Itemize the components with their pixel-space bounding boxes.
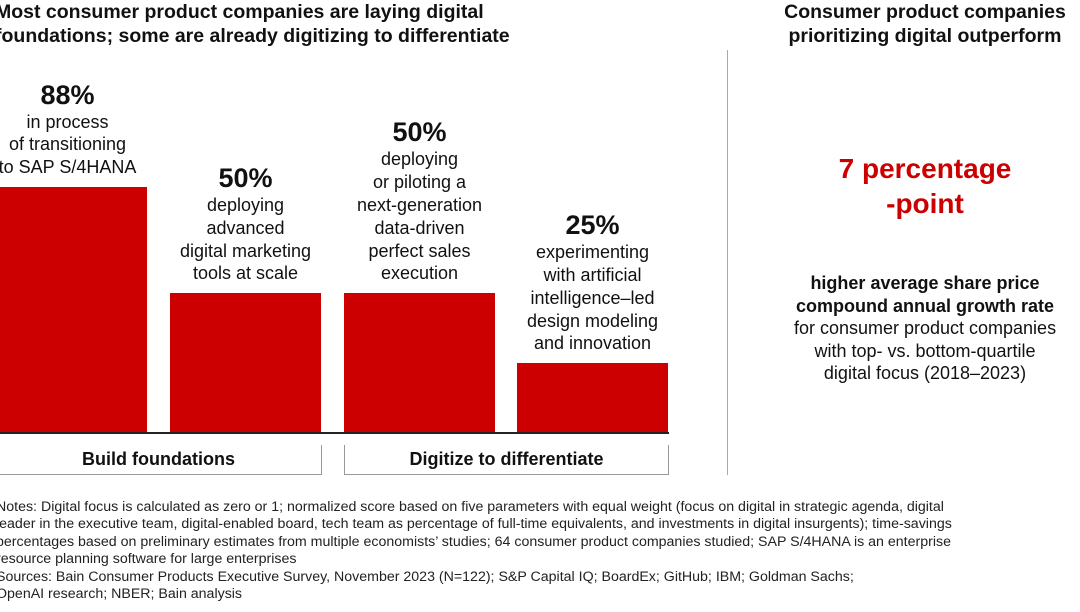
divider [727,50,728,475]
bar-label: 50% deploying advanced digital marketing too… [151,162,341,285]
category-label: to SAP S/4HANA [0,157,137,178]
category-label: deploying [206,195,285,216]
category-label: in process [26,111,109,132]
category-label: perfect sales [368,240,471,261]
highlight-line: 7 percentage [838,153,1012,184]
category-label: deploying [380,149,459,170]
notes-line: percentages based on preliminary estimat… [0,533,951,550]
baseline [0,432,669,434]
sources-line: Sources: Bain Consumer Products Executiv… [0,568,854,585]
category-label: design modeling [526,310,659,331]
highlight-caption: higher average share price compound annu… [765,272,1080,385]
right-title: Consumer product companies prioritizing … [765,0,1080,48]
caption-line: digital focus (2018–2023) [823,363,1027,383]
category-label: and innovation [533,333,652,354]
value-label: 50% [392,117,447,148]
value-label: 88% [40,79,95,110]
category-label: experimenting [535,242,650,263]
bar [0,187,147,433]
bar-label: 50% deploying or piloting a next-generation… [325,116,515,285]
value-label: 50% [218,163,273,194]
caption-bold-line: higher average share price [810,273,1040,293]
bar [170,293,321,433]
sources-line: OpenAI research; NBER; Bain analysis [0,586,243,603]
category-label: intelligence–led [530,287,655,308]
left-title-line: Most consumer product companies are layi… [0,1,484,23]
bar [344,293,495,433]
right-title-line: prioritizing digital outperform [788,25,1062,47]
left-title: Most consumer product companies are layi… [0,0,510,48]
category-label: with artificial [543,264,642,285]
category-label: digital marketing [179,240,312,261]
notes-line: leader in the executive team, digital-en… [0,516,952,533]
left-title-line: foundations; some are already digitizing… [0,25,510,47]
right-title-line: Consumer product companies [784,1,1066,23]
category-label: execution [380,263,459,284]
category-label: tools at scale [192,263,299,284]
notes-line: Notes: Digital focus is calculated as ze… [0,499,944,515]
category-label: data-driven [374,217,465,238]
bar-label: 88% in process of transitioning to SAP S/4H… [0,79,163,179]
bar [517,363,668,433]
caption-line: for consumer product companies [793,318,1057,338]
category-label: of transitioning [8,134,127,155]
bar-label: 25% experimenting with artificial intellige… [498,209,688,355]
category-label: next-generation [356,195,483,216]
group-digitize-to-differentiate: Digitize to differentiate [344,445,669,475]
caption-bold-line: compound annual growth rate [795,295,1054,316]
notes-line: resource planning software for large ent… [0,551,297,568]
caption-line: with top- vs. bottom-quartile [814,340,1036,361]
highlight-value: 7 percentage -point [765,151,1080,221]
group-build-foundations: Build foundations [0,445,322,475]
highlight-line: -point [886,188,964,219]
category-label: or piloting a [372,172,467,193]
category-label: advanced [206,217,285,238]
notes: Notes: Digital focus is calculated as ze… [0,499,1080,603]
value-label: 25% [565,210,620,241]
